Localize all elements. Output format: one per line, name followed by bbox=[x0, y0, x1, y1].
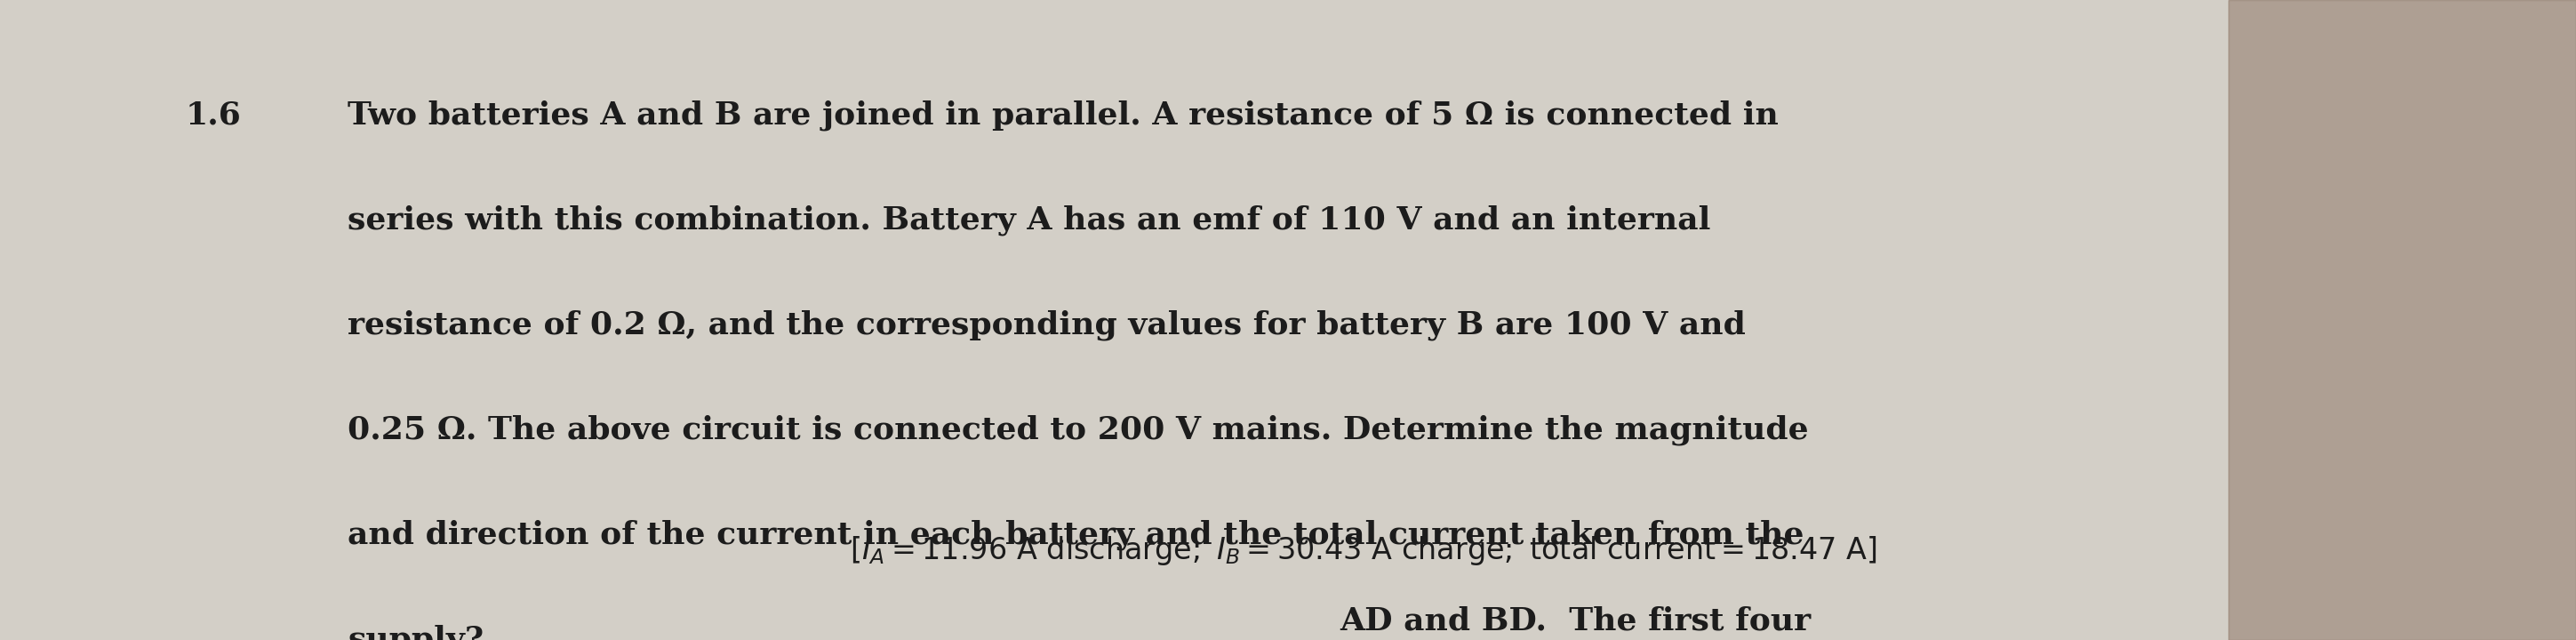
Text: supply?: supply? bbox=[348, 625, 484, 640]
Text: Two batteries A and B are joined in parallel. A resistance of 5 Ω is connected i: Two batteries A and B are joined in para… bbox=[348, 100, 1780, 131]
Text: and direction of the current in each battery and the total current taken from th: and direction of the current in each bat… bbox=[348, 520, 1803, 550]
Text: series with this combination. Battery A has an emf of 110 V and an internal: series with this combination. Battery A … bbox=[348, 205, 1710, 236]
Bar bbox=[2228, 0, 2576, 640]
Text: AD and BD.  The first four: AD and BD. The first four bbox=[1340, 605, 1811, 636]
Text: $[I_A = 11.96\ \mathrm{A\ discharge};\ I_B = 30.43\ \mathrm{A\ charge};\ \mathrm: $[I_A = 11.96\ \mathrm{A\ discharge};\ I… bbox=[850, 534, 1878, 567]
Text: 1.6: 1.6 bbox=[185, 100, 242, 131]
Text: 0.25 Ω. The above circuit is connected to 200 V mains. Determine the magnitude: 0.25 Ω. The above circuit is connected t… bbox=[348, 415, 1808, 445]
Text: resistance of 0.2 Ω, and the corresponding values for battery B are 100 V and: resistance of 0.2 Ω, and the correspondi… bbox=[348, 310, 1747, 340]
